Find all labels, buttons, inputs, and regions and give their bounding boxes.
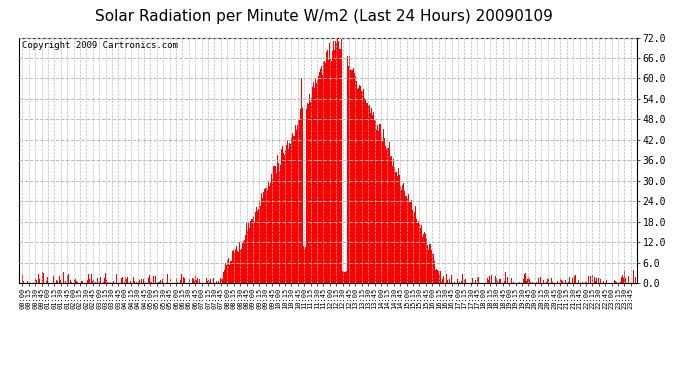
Text: Copyright 2009 Cartronics.com: Copyright 2009 Cartronics.com bbox=[22, 41, 178, 50]
Text: Solar Radiation per Minute W/m2 (Last 24 Hours) 20090109: Solar Radiation per Minute W/m2 (Last 24… bbox=[95, 9, 553, 24]
